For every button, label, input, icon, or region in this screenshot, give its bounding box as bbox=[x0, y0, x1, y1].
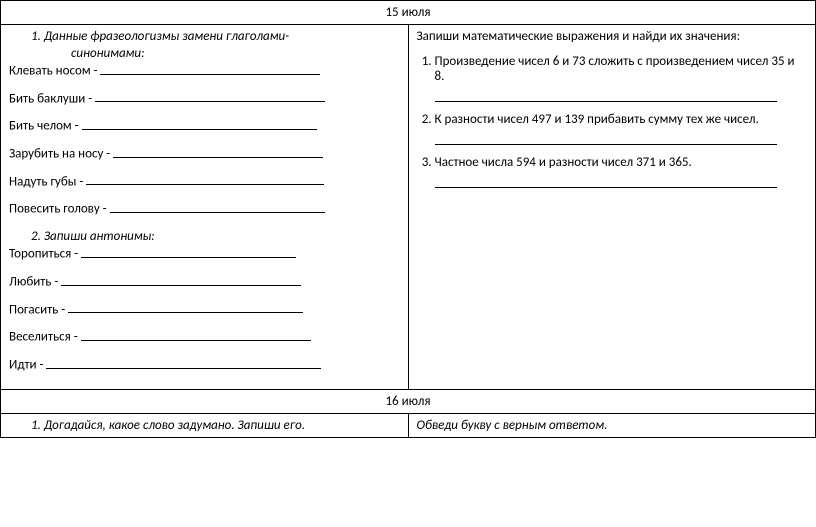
item-chelom-label: Бить челом - bbox=[9, 119, 82, 134]
bottom-left-num: 1. bbox=[31, 418, 41, 433]
task2-number: 2. bbox=[31, 229, 41, 244]
worksheet-table: 15 июля 1. Данные фразеологизмы замени г… bbox=[0, 0, 816, 438]
blank[interactable] bbox=[68, 302, 303, 314]
item-zarubit-label: Зарубить на носу - bbox=[9, 147, 113, 162]
bottom-left-task: 1. Догадайся, какое слово задумано. Запи… bbox=[9, 418, 400, 433]
item-povesit-label: Повесить голову - bbox=[9, 202, 110, 217]
math-item-2: К разности чисел 497 и 139 прибавить сум… bbox=[435, 112, 808, 145]
date-1-text: 15 июля bbox=[385, 5, 430, 20]
task2-heading: 2. Запиши антонимы: bbox=[9, 229, 400, 244]
item-veselitsya: Веселиться - bbox=[9, 329, 400, 345]
item-lyubit: Любить - bbox=[9, 274, 400, 290]
item-nadut-label: Надуть губы - bbox=[9, 174, 86, 189]
blank[interactable] bbox=[100, 63, 320, 75]
item-veselitsya-label: Веселиться - bbox=[9, 330, 81, 345]
item-klevat-label: Клевать носом - bbox=[9, 64, 100, 79]
blank[interactable] bbox=[81, 246, 296, 258]
item-pogasit-label: Погасить - bbox=[9, 302, 68, 317]
item-toropitsya-label: Торопиться - bbox=[9, 247, 81, 262]
bottom-right-text: Обведи букву с верным ответом. bbox=[417, 418, 808, 433]
date-header-1: 15 июля bbox=[1, 1, 816, 25]
blank[interactable] bbox=[61, 274, 301, 286]
math-item-1: Произведение чисел 6 и 73 сложить с прои… bbox=[435, 54, 808, 102]
date-header-2: 16 июля bbox=[1, 389, 816, 413]
item-idti-label: Идти - bbox=[9, 358, 46, 373]
left-column: 1. Данные фразеологизмы замени глаголами… bbox=[1, 25, 409, 390]
bottom-left: 1. Догадайся, какое слово задумано. Запи… bbox=[1, 413, 409, 437]
bottom-right: Обведи букву с верным ответом. bbox=[408, 413, 816, 437]
math-item-3: Частное числа 594 и разности чисел 371 и… bbox=[435, 155, 808, 188]
answer-line[interactable] bbox=[435, 131, 778, 145]
blank[interactable] bbox=[46, 357, 321, 369]
math-list: Произведение чисел 6 и 73 сложить с прои… bbox=[435, 54, 808, 188]
blank[interactable] bbox=[110, 201, 325, 213]
item-povesit: Повесить голову - bbox=[9, 201, 400, 217]
item-nadut: Надуть губы - bbox=[9, 174, 400, 190]
math-heading: Запиши математические выражения и найди … bbox=[417, 29, 808, 44]
bottom-left-text: Догадайся, какое слово задумано. Запиши … bbox=[44, 418, 305, 433]
answer-line[interactable] bbox=[435, 174, 778, 188]
math-item-2-text: К разности чисел 497 и 139 прибавить сум… bbox=[435, 112, 759, 127]
item-zarubit: Зарубить на носу - bbox=[9, 146, 400, 162]
blank[interactable] bbox=[82, 118, 317, 130]
blank[interactable] bbox=[81, 329, 311, 341]
right-column: Запиши математические выражения и найди … bbox=[408, 25, 816, 390]
item-idti: Идти - bbox=[9, 357, 400, 373]
task1-title-line2: синонимами: bbox=[49, 46, 400, 61]
answer-line[interactable] bbox=[435, 88, 778, 102]
item-chelom: Бить челом - bbox=[9, 118, 400, 134]
blank[interactable] bbox=[113, 146, 323, 158]
item-lyubit-label: Любить - bbox=[9, 275, 61, 290]
blank[interactable] bbox=[95, 91, 325, 103]
task1-title-line1: Данные фразеологизмы замени глаголами- bbox=[44, 29, 289, 44]
item-baklushi-label: Бить баклуши - bbox=[9, 91, 95, 106]
item-klevat: Клевать носом - bbox=[9, 63, 400, 79]
math-item-3-text: Частное числа 594 и разности чисел 371 и… bbox=[435, 155, 692, 170]
item-pogasit: Погасить - bbox=[9, 302, 400, 318]
task1-heading: 1. Данные фразеологизмы замени глаголами… bbox=[9, 29, 400, 44]
item-toropitsya: Торопиться - bbox=[9, 246, 400, 262]
task1-number: 1. bbox=[31, 29, 41, 44]
blank[interactable] bbox=[86, 174, 324, 186]
date-2-text: 16 июля bbox=[385, 394, 430, 409]
item-baklushi: Бить баклуши - bbox=[9, 91, 400, 107]
math-item-1-text: Произведение чисел 6 и 73 сложить с прои… bbox=[435, 54, 795, 84]
task2-title: Запиши антонимы: bbox=[44, 229, 155, 244]
